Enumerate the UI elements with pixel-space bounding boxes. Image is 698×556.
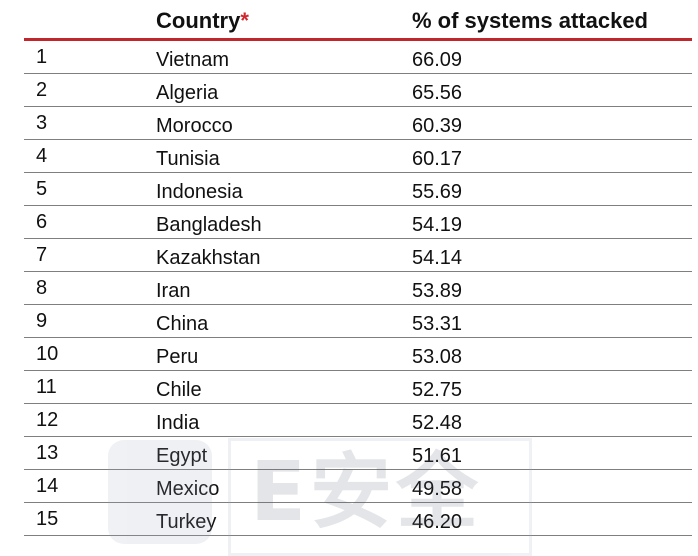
rank-cell: 7 [36,244,48,266]
table-row: 8 Iran 53.89 [24,272,692,305]
country-cell: Mexico [156,478,220,500]
rank-cell: 6 [36,211,48,233]
rank-cell: 4 [36,145,48,167]
percent-cell: 54.14 [412,247,463,269]
percent-cell: 60.17 [412,148,463,170]
table-row: 12 India 52.48 [24,404,692,437]
asterisk-marker: * [240,8,249,33]
rank-cell: 10 [36,343,59,365]
percent-cell: 66.09 [412,49,463,71]
table-row: 7 Kazakhstan 54.14 [24,239,692,272]
percent-cell: 53.89 [412,280,463,302]
rank-cell: 3 [36,112,48,134]
rank-cell: 14 [36,475,59,497]
data-table: Country* % of systems attacked 1 Vietnam… [24,0,692,536]
country-cell: Kazakhstan [156,247,261,269]
country-cell: China [156,313,209,335]
country-cell: Turkey [156,511,217,533]
country-cell: India [156,412,200,434]
percent-cell: 54.19 [412,214,463,236]
country-cell: Morocco [156,115,233,137]
country-cell: Algeria [156,82,219,104]
country-cell: Chile [156,379,202,401]
percent-cell: 52.48 [412,412,463,434]
table-row: 1 Vietnam 66.09 [24,41,692,74]
country-header-label: Country [156,8,241,33]
rank-cell: 2 [36,79,48,101]
percent-cell: 53.31 [412,313,463,335]
table-row: 14 Mexico 49.58 [24,470,692,503]
table-row: 6 Bangladesh 54.19 [24,206,692,239]
percent-cell: 52.75 [412,379,463,401]
rank-cell: 11 [36,376,57,398]
table-header: Country* % of systems attacked [24,0,692,41]
table-row: 3 Morocco 60.39 [24,107,692,140]
country-cell: Bangladesh [156,214,262,236]
rank-cell: 12 [36,409,59,431]
country-cell: Iran [156,280,191,302]
rank-cell: 9 [36,310,48,332]
country-column-header: Country* [156,8,249,34]
percent-cell: 46.20 [412,511,463,533]
table-row: 4 Tunisia 60.17 [24,140,692,173]
table-row: 5 Indonesia 55.69 [24,173,692,206]
rank-cell: 1 [36,46,48,68]
country-cell: Peru [156,346,199,368]
table-row: 15 Turkey 46.20 [24,503,692,536]
percent-cell: 49.58 [412,478,463,500]
table-row: 9 China 53.31 [24,305,692,338]
rank-cell: 15 [36,508,59,530]
table-row: 10 Peru 53.08 [24,338,692,371]
country-cell: Egypt [156,445,208,467]
country-cell: Indonesia [156,181,243,203]
percent-column-header: % of systems attacked [412,8,648,33]
country-cell: Tunisia [156,148,220,170]
table-body: 1 Vietnam 66.09 2 Algeria 65.56 3 Morocc… [24,41,692,536]
percent-cell: 51.61 [412,445,463,467]
country-cell: Vietnam [156,49,230,71]
table-row: 2 Algeria 65.56 [24,74,692,107]
rank-cell: 8 [36,277,48,299]
rank-cell: 5 [36,178,48,200]
percent-cell: 55.69 [412,181,463,203]
table-row: 11 Chile 52.75 [24,371,692,404]
table-row: 13 Egypt 51.61 [24,437,692,470]
percent-cell: 60.39 [412,115,463,137]
percent-cell: 53.08 [412,346,463,368]
percent-cell: 65.56 [412,82,463,104]
rank-cell: 13 [36,442,59,464]
